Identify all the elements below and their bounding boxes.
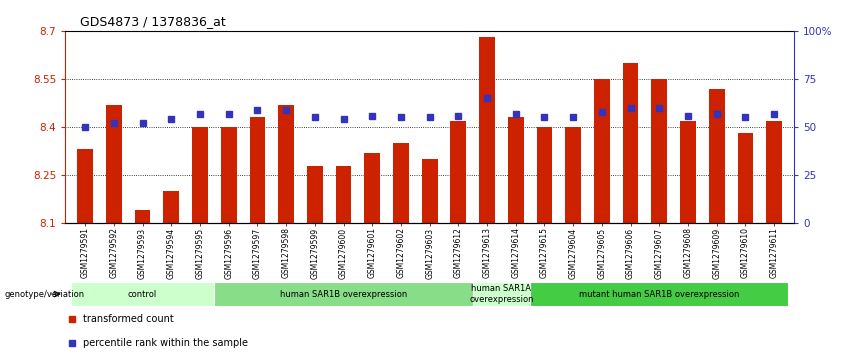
Bar [106,105,122,223]
Text: control: control [128,290,157,298]
Bar [473,282,530,306]
Bar [536,127,552,223]
Bar [71,282,214,306]
Bar [622,63,639,223]
Bar [565,127,581,223]
Bar [651,79,667,223]
Bar [336,166,352,223]
Text: human SAR1A
overexpression: human SAR1A overexpression [470,284,534,304]
Bar [681,121,696,223]
Bar [594,79,610,223]
Text: percentile rank within the sample: percentile rank within the sample [83,338,248,348]
Text: human SAR1B overexpression: human SAR1B overexpression [279,290,407,298]
Bar [508,117,523,223]
Bar [709,89,725,223]
Bar [450,121,466,223]
Bar [135,211,150,223]
Bar [422,159,437,223]
Text: GDS4873 / 1378836_at: GDS4873 / 1378836_at [80,15,226,28]
Text: genotype/variation: genotype/variation [4,290,84,298]
Bar [365,153,380,223]
Bar [214,282,473,306]
Bar [279,105,294,223]
Bar [738,134,753,223]
Bar [766,121,782,223]
Bar [479,37,495,223]
Bar [530,282,788,306]
Bar [307,166,323,223]
Text: mutant human SAR1B overexpression: mutant human SAR1B overexpression [579,290,740,298]
Text: transformed count: transformed count [83,314,174,324]
Bar [249,117,266,223]
Bar [220,127,237,223]
Bar [393,143,409,223]
Bar [192,127,208,223]
Bar [77,150,93,223]
Bar [163,191,179,223]
